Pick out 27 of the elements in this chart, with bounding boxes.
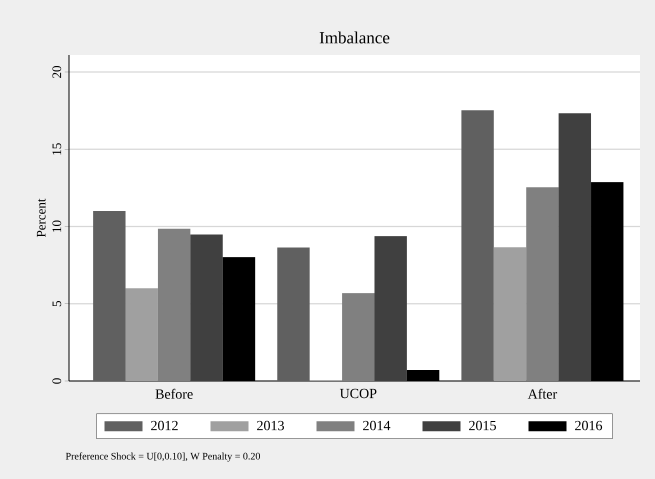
x-tick-label: After	[528, 388, 558, 399]
bar	[526, 187, 559, 381]
legend-label: 2013	[257, 420, 284, 430]
bar	[190, 234, 223, 381]
y-tick-label: 20	[52, 66, 62, 78]
y-axis-title: Percent	[36, 198, 46, 238]
text: Preference Shock = U[0,0.10], W Penalty = 0.20	[66, 452, 260, 462]
y-tick-label: 5	[52, 301, 62, 306]
bar	[158, 228, 190, 381]
legend-label: 2012	[151, 420, 178, 430]
chart-title: Imbalance	[320, 32, 390, 44]
bar	[494, 247, 526, 381]
bar	[461, 110, 494, 381]
bar	[93, 211, 126, 381]
y-tick-label: 15	[52, 143, 62, 155]
legend-label: 2014	[363, 420, 390, 430]
bar	[374, 236, 407, 381]
legend-label: 2016	[575, 420, 602, 430]
x-tick-label: Before	[156, 388, 193, 399]
y-tick-label: 0	[52, 378, 62, 384]
legend-label: 2015	[469, 420, 496, 430]
bar	[277, 248, 310, 381]
bar	[558, 113, 592, 381]
bar	[342, 293, 374, 381]
bar	[126, 288, 158, 381]
x-tick-label: UCOP	[340, 388, 376, 398]
y-tick-label: 10	[52, 220, 62, 232]
